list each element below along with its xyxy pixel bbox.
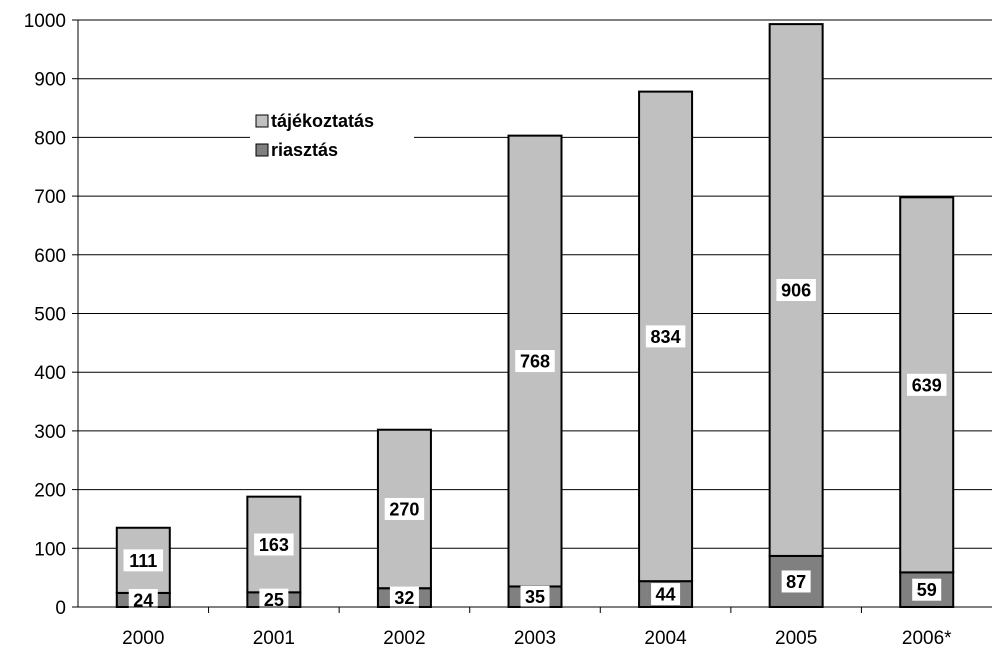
data-label-bg: [781, 570, 811, 593]
data-label: 44: [656, 585, 676, 605]
y-tick-label: 300: [34, 422, 66, 443]
data-label-bg: [776, 279, 816, 302]
legend-box: [250, 102, 414, 168]
y-tick-label: 400: [34, 363, 66, 384]
data-label-bg: [254, 533, 294, 556]
bars: [115, 23, 955, 609]
data-label-bg: [515, 350, 555, 373]
y-tick-label: 1000: [24, 11, 66, 32]
data-label-bg: [651, 583, 681, 606]
axes: [72, 19, 992, 613]
data-label: 59: [917, 580, 937, 600]
x-tick-label: 2006*: [902, 628, 952, 649]
data-label-bg: [128, 588, 158, 611]
x-tick-label: 2005: [775, 628, 817, 649]
y-tick-label: 700: [34, 187, 66, 208]
legend-label: tájékoztatás: [271, 111, 374, 131]
y-tick-label: 900: [34, 70, 66, 91]
legend-swatch: [255, 114, 269, 128]
x-tick-label: 2004: [644, 628, 687, 649]
x-tick-label: 2000: [122, 628, 164, 649]
x-tick-label: 2003: [514, 628, 556, 649]
data-label: 32: [394, 588, 414, 608]
data-label: 24: [133, 590, 153, 610]
x-tick-label: 2002: [383, 628, 425, 649]
y-tick-label: 500: [34, 305, 66, 326]
legend-label: riasztás: [271, 140, 338, 160]
x-tick-labels: 2000 2001 2002 2003 2004 2005 2006*: [122, 628, 952, 649]
data-label-bg: [912, 578, 942, 601]
x-tick-label: 2001: [253, 628, 295, 649]
data-label: 25: [264, 590, 284, 610]
legend-swatch: [255, 143, 269, 157]
data-label-bg: [259, 588, 289, 611]
y-tick-label: 800: [34, 128, 66, 149]
data-label: 768: [520, 352, 550, 372]
y-tick-label: 100: [34, 539, 66, 560]
data-labels: 24 111 25 163 32 270 35 768 44 834 87 906 59 639: [123, 279, 947, 611]
y-tick-label: 200: [34, 481, 66, 502]
data-label: 834: [651, 327, 681, 347]
data-label: 639: [912, 375, 942, 395]
y-tick-label: 600: [34, 246, 66, 267]
y-tick-label: 0: [55, 598, 66, 619]
data-label-bg: [906, 373, 947, 396]
data-label: 906: [781, 281, 811, 301]
y-tick-labels: 0 100 200 300 400 500 600 700 800 900 1000: [24, 11, 66, 619]
data-label-bg: [389, 586, 419, 609]
data-label-bg: [645, 325, 686, 348]
data-label: 270: [389, 499, 419, 519]
data-label: 87: [786, 572, 806, 592]
data-label-bg: [384, 497, 425, 520]
data-label: 111: [129, 551, 157, 571]
data-label-bg: [520, 585, 550, 608]
legend: tájékoztatás riasztás: [250, 102, 414, 168]
data-label: 35: [525, 587, 545, 607]
data-label: 163: [259, 535, 289, 555]
data-label-bg: [123, 549, 164, 572]
